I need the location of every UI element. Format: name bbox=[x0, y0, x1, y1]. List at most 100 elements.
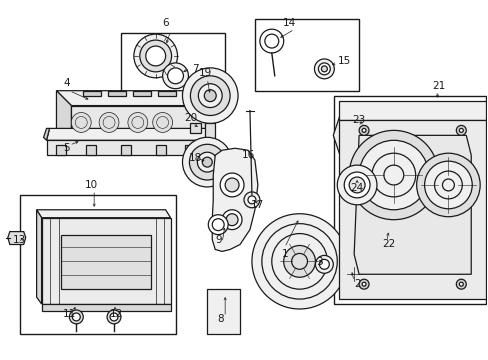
Circle shape bbox=[321, 66, 326, 72]
Polygon shape bbox=[121, 145, 131, 155]
Text: 18: 18 bbox=[188, 153, 202, 163]
Text: 1: 1 bbox=[281, 249, 287, 260]
Circle shape bbox=[222, 210, 242, 230]
Polygon shape bbox=[133, 91, 150, 96]
Polygon shape bbox=[339, 100, 485, 121]
Circle shape bbox=[337, 165, 376, 205]
Circle shape bbox=[72, 313, 80, 321]
Text: 3: 3 bbox=[315, 257, 322, 267]
Circle shape bbox=[225, 214, 238, 226]
Text: 20: 20 bbox=[183, 113, 197, 123]
Text: 8: 8 bbox=[217, 314, 223, 324]
Circle shape bbox=[361, 282, 366, 286]
Circle shape bbox=[318, 63, 330, 75]
Circle shape bbox=[383, 165, 403, 185]
Text: 22: 22 bbox=[382, 239, 395, 249]
Text: 6: 6 bbox=[162, 18, 168, 28]
Circle shape bbox=[182, 68, 238, 123]
Text: 24: 24 bbox=[350, 183, 363, 193]
Text: 10: 10 bbox=[84, 180, 98, 190]
Circle shape bbox=[220, 173, 244, 197]
Circle shape bbox=[346, 121, 374, 149]
Circle shape bbox=[262, 224, 337, 299]
Polygon shape bbox=[8, 231, 26, 244]
Circle shape bbox=[189, 144, 224, 180]
Circle shape bbox=[348, 177, 365, 193]
Polygon shape bbox=[61, 235, 150, 289]
Polygon shape bbox=[71, 105, 205, 145]
Circle shape bbox=[163, 63, 188, 89]
Polygon shape bbox=[207, 289, 240, 334]
Circle shape bbox=[167, 68, 183, 84]
Circle shape bbox=[358, 125, 368, 135]
Circle shape bbox=[314, 59, 334, 79]
Circle shape bbox=[434, 171, 461, 199]
Circle shape bbox=[264, 34, 278, 48]
Polygon shape bbox=[185, 145, 195, 155]
Circle shape bbox=[291, 253, 307, 269]
Polygon shape bbox=[339, 121, 485, 299]
Circle shape bbox=[204, 90, 216, 102]
Polygon shape bbox=[157, 91, 175, 96]
Circle shape bbox=[182, 137, 232, 187]
Text: 19: 19 bbox=[198, 68, 211, 78]
Text: 16: 16 bbox=[241, 150, 254, 160]
Polygon shape bbox=[46, 129, 215, 140]
Circle shape bbox=[358, 279, 368, 289]
Circle shape bbox=[140, 40, 171, 72]
Circle shape bbox=[190, 76, 230, 116]
Circle shape bbox=[442, 179, 453, 191]
Circle shape bbox=[346, 267, 360, 281]
Circle shape bbox=[202, 157, 212, 167]
Circle shape bbox=[224, 178, 239, 192]
Polygon shape bbox=[56, 145, 66, 155]
Circle shape bbox=[458, 129, 462, 132]
Polygon shape bbox=[333, 117, 388, 153]
Text: 5: 5 bbox=[63, 143, 70, 153]
Circle shape bbox=[208, 215, 228, 235]
Circle shape bbox=[128, 113, 147, 132]
Circle shape bbox=[107, 310, 121, 324]
Circle shape bbox=[344, 172, 369, 198]
Text: 12: 12 bbox=[109, 309, 122, 319]
Circle shape bbox=[198, 84, 222, 108]
Circle shape bbox=[145, 46, 165, 66]
Circle shape bbox=[358, 140, 427, 210]
Text: 4: 4 bbox=[63, 78, 70, 88]
Polygon shape bbox=[83, 91, 101, 96]
Text: 9: 9 bbox=[214, 234, 221, 244]
Text: 11: 11 bbox=[62, 309, 76, 319]
Circle shape bbox=[371, 153, 415, 197]
Polygon shape bbox=[56, 91, 205, 105]
Circle shape bbox=[197, 152, 217, 172]
Circle shape bbox=[361, 129, 366, 132]
Text: 7: 7 bbox=[192, 64, 198, 74]
Circle shape bbox=[152, 113, 172, 132]
Circle shape bbox=[283, 246, 315, 277]
Circle shape bbox=[458, 282, 462, 286]
Circle shape bbox=[424, 161, 471, 209]
Text: 14: 14 bbox=[283, 18, 296, 28]
Polygon shape bbox=[190, 123, 201, 133]
Polygon shape bbox=[86, 145, 96, 155]
Circle shape bbox=[348, 130, 438, 220]
Text: 13: 13 bbox=[13, 234, 26, 244]
Circle shape bbox=[352, 127, 368, 143]
Circle shape bbox=[134, 34, 177, 78]
Polygon shape bbox=[56, 91, 71, 145]
Circle shape bbox=[247, 196, 255, 204]
Circle shape bbox=[319, 260, 328, 269]
Text: 17: 17 bbox=[251, 200, 264, 210]
Polygon shape bbox=[212, 148, 257, 251]
Polygon shape bbox=[41, 218, 170, 304]
Polygon shape bbox=[108, 91, 126, 96]
Circle shape bbox=[416, 153, 479, 217]
Text: 2: 2 bbox=[353, 279, 360, 289]
Polygon shape bbox=[37, 210, 41, 304]
Circle shape bbox=[271, 234, 326, 289]
Text: 21: 21 bbox=[431, 81, 444, 91]
Circle shape bbox=[71, 113, 91, 132]
Polygon shape bbox=[37, 210, 170, 218]
Circle shape bbox=[251, 214, 346, 309]
Polygon shape bbox=[155, 145, 165, 155]
